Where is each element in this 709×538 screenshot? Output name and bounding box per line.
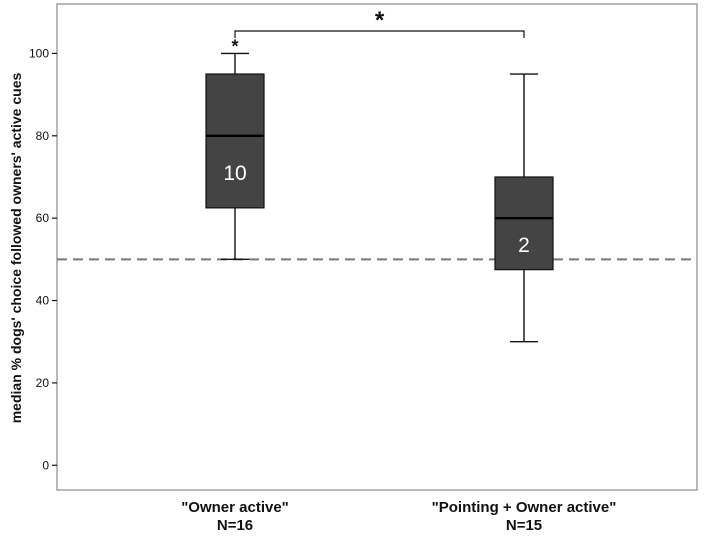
y-tick-label: 20 xyxy=(36,376,50,390)
y-tick-label: 80 xyxy=(36,129,50,143)
box-group: 2 xyxy=(494,73,554,343)
category-n-label: N=16 xyxy=(217,517,253,534)
y-axis-label: median % dogs' choice followed owners' a… xyxy=(8,73,24,424)
significance-star: * xyxy=(375,7,385,34)
box-label: 2 xyxy=(518,234,530,257)
category-n-label: N=15 xyxy=(506,517,542,534)
box xyxy=(205,73,265,209)
outlier-star: * xyxy=(231,36,238,56)
y-tick-label: 40 xyxy=(36,294,50,308)
y-tick-label: 0 xyxy=(42,458,49,472)
box-label: 10 xyxy=(223,162,246,185)
boxes-group: 10 * 2 xyxy=(205,36,554,343)
y-tick-label: 100 xyxy=(29,46,49,60)
box xyxy=(494,176,554,271)
significance-group: * xyxy=(234,7,525,38)
y-axis: 0 20 40 60 80 100 xyxy=(29,46,57,472)
x-axis-labels: "Owner active"N=16 "Pointing + Owner acti… xyxy=(181,499,616,534)
category-label: "Pointing + Owner active" xyxy=(432,499,617,516)
plot-frame xyxy=(56,3,698,491)
category-label: "Owner active" xyxy=(181,499,289,516)
y-tick-label: 60 xyxy=(36,211,50,225)
box-group: 10 * xyxy=(205,36,265,261)
significance-bracket xyxy=(234,30,525,38)
